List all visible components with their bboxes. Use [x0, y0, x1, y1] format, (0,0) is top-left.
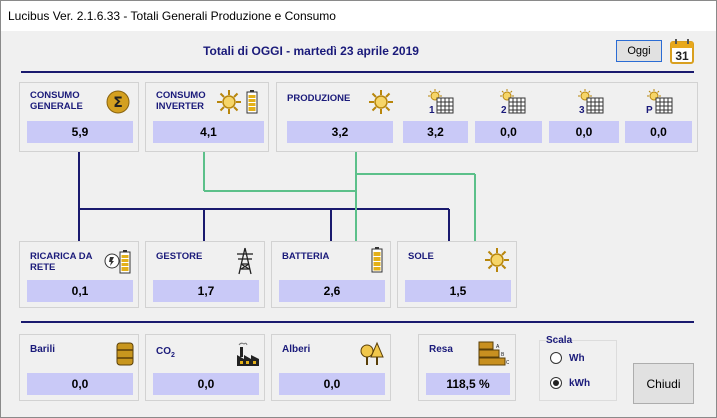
- grid-charge-icon: [104, 248, 132, 274]
- inverter-2-panel-icon: [499, 89, 527, 115]
- card-batteria: BATTERIA 2,6: [271, 241, 391, 308]
- factory-icon: [235, 341, 261, 367]
- battery-icon: [246, 90, 258, 114]
- resa-label: Resa: [429, 344, 453, 355]
- radio-kwh-label: kWh: [569, 377, 591, 389]
- inverter-2-value: 0,0: [475, 121, 542, 143]
- sole-value: 1,5: [405, 280, 511, 302]
- produzione-total-value: 3,2: [287, 121, 393, 143]
- radio-wh-circle[interactable]: [550, 352, 562, 364]
- resa-value: 118,5 %: [426, 373, 510, 395]
- bottom-divider: [21, 321, 694, 323]
- card-produzione: PRODUZIONE 3,2 1 3,2 2 0,0 3 0,0: [276, 82, 698, 152]
- consumo-inverter-label-2: INVERTER: [156, 101, 205, 112]
- card-gestore: GESTORE 1,7: [145, 241, 265, 308]
- calendar-day: 31: [675, 49, 689, 63]
- scala-title: Scala: [546, 335, 573, 346]
- card-consumo-inverter: CONSUMO INVERTER 4,1: [145, 82, 269, 152]
- title-bar[interactable]: Lucibus Ver. 2.1.6.33 - Totali Generali …: [1, 1, 716, 31]
- consumo-inverter-label-1: CONSUMO: [156, 90, 206, 101]
- ricarica-label-2: RETE: [30, 262, 56, 273]
- card-ricarica-rete: RICARICA DA RETE 0,1: [19, 241, 139, 308]
- radio-kwh-circle[interactable]: [550, 377, 562, 389]
- card-co2: CO2 0,0: [145, 334, 265, 401]
- alberi-label: Alberi: [282, 344, 311, 355]
- inverter-1-num: 1: [429, 105, 435, 116]
- produzione-label: PRODUZIONE: [287, 93, 351, 104]
- sun-icon: [216, 89, 242, 115]
- co2-value: 0,0: [153, 373, 259, 395]
- card-consumo-generale: CONSUMO GENERALE Σ 5,9: [19, 82, 139, 152]
- inverter-p-panel-icon: [646, 89, 674, 115]
- inverter-3-panel-icon: [577, 89, 605, 115]
- card-alberi: Alberi 0,0: [271, 334, 391, 401]
- scala-group: [539, 340, 617, 401]
- batteria-label: BATTERIA: [282, 251, 330, 262]
- sole-sun-icon: [484, 247, 510, 273]
- barili-label: Barili: [30, 344, 56, 355]
- page-title: Totali di OGGI - martedì 23 aprile 2019: [203, 44, 419, 58]
- consumo-generale-value: 5,9: [27, 121, 133, 143]
- radio-kwh[interactable]: kWh: [550, 377, 590, 389]
- card-barili: Barili 0,0: [19, 334, 139, 401]
- rating-letter-a: A: [496, 344, 500, 350]
- content-area: Totali di OGGI - martedì 23 aprile 2019 …: [1, 31, 716, 417]
- radio-wh-label: Wh: [569, 352, 585, 364]
- gestore-label: GESTORE: [156, 251, 203, 262]
- calendar-icon[interactable]: 31: [670, 39, 694, 64]
- production-sun-icon: [368, 89, 394, 115]
- flow-connectors: [78, 152, 476, 241]
- alberi-value: 0,0: [279, 373, 385, 395]
- inverter-2-num: 2: [501, 105, 507, 116]
- barili-value: 0,0: [27, 373, 133, 395]
- inverter-p-value: 0,0: [625, 121, 692, 143]
- sole-label: SOLE: [408, 251, 434, 262]
- battery-level-icon: [371, 247, 383, 273]
- ricarica-label-1: RICARICA DA: [30, 251, 93, 262]
- inverter-1-value: 3,2: [403, 121, 468, 143]
- energy-rating-icon: A B C: [477, 340, 509, 368]
- inverter-1-panel-icon: [427, 89, 455, 115]
- rating-letter-c: C: [506, 360, 509, 366]
- inverter-3-num: 3: [579, 105, 585, 116]
- window-title: Lucibus Ver. 2.1.6.33 - Totali Generali …: [8, 9, 336, 23]
- today-button[interactable]: Oggi: [616, 40, 662, 62]
- card-resa: Resa A B C 118,5 %: [418, 334, 516, 401]
- trees-icon: [359, 340, 385, 366]
- oil-barrel-icon: [116, 341, 134, 367]
- power-pylon-icon: [235, 247, 255, 275]
- consumo-inverter-value: 4,1: [153, 121, 264, 143]
- rating-letter-b: B: [501, 352, 505, 358]
- consumo-generale-label-2: GENERALE: [30, 101, 83, 112]
- co2-label: CO: [156, 346, 171, 357]
- top-divider: [21, 71, 694, 73]
- radio-wh[interactable]: Wh: [550, 352, 585, 364]
- inverter-p-num: P: [646, 105, 653, 116]
- card-sole: SOLE 1,5: [397, 241, 517, 308]
- inverter-3-value: 0,0: [549, 121, 619, 143]
- co2-subscript: 2: [171, 352, 175, 359]
- batteria-value: 2,6: [279, 280, 385, 302]
- sigma-icon: Σ: [106, 90, 130, 114]
- consumo-generale-label-1: CONSUMO: [30, 90, 80, 101]
- gestore-value: 1,7: [153, 280, 259, 302]
- ricarica-value: 0,1: [27, 280, 133, 302]
- close-button[interactable]: Chiudi: [633, 363, 694, 404]
- svg-text:Σ: Σ: [113, 95, 123, 111]
